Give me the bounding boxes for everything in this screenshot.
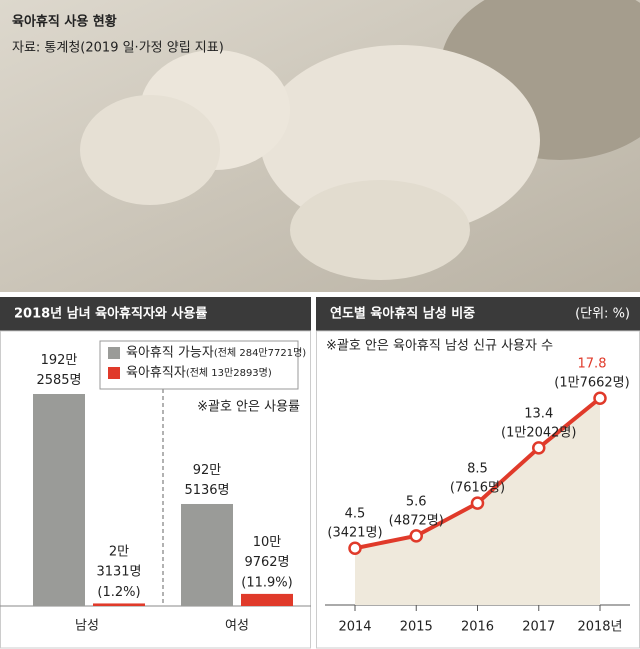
chart-title: 2018년 남녀 육아휴직자와 사용률 (14, 306, 207, 322)
legend-label: 육아휴직자(전체 13만2893명) (126, 366, 272, 381)
point (409, 529, 423, 543)
value-label: 8.5 (467, 462, 488, 477)
source: 자료: 통계청(2019 일·가정 양립 지표) (12, 41, 224, 56)
count-label: (3421명) (327, 526, 382, 541)
count-label: (1만7662명) (554, 376, 629, 391)
value-label: 13.4 (524, 406, 553, 421)
legend-swatch (108, 367, 120, 379)
rate-label: (1.2%) (97, 585, 140, 600)
panel-header (0, 297, 311, 331)
x-tick-label: 2014 (338, 620, 371, 635)
x-tick-label: 2017 (522, 620, 555, 635)
unit: (단위: %) (575, 307, 630, 322)
count-label: (4872명) (389, 513, 444, 528)
bar (181, 503, 233, 606)
legend-total: (전체 13만2893명) (186, 367, 272, 379)
legend-label: 육아휴직 가능자(전체 284만7721명) (126, 346, 306, 361)
bar (241, 593, 293, 606)
value-label: 10만 9762명 (244, 534, 289, 569)
legend-total: (전체 284만7721명) (214, 347, 306, 359)
chart-title: 연도별 육아휴직 남성 비중 (330, 306, 475, 322)
count-label: (7616명) (450, 481, 505, 496)
point (593, 391, 607, 405)
panel-border (0, 330, 311, 649)
point (470, 496, 485, 510)
value-label: 192만 2585명 (36, 353, 81, 388)
title: 육아휴직 사용 현황 (12, 14, 117, 30)
x-tick-label: 2015 (400, 620, 433, 635)
legend (99, 340, 299, 390)
value-label: 2만 3131명 (96, 544, 141, 579)
value-label: 92만 5136명 (184, 462, 229, 497)
x-tick-label: 여성 (225, 619, 249, 634)
bar (93, 603, 145, 606)
count-label: (1만2042명) (501, 425, 576, 440)
point (348, 541, 362, 555)
legend-swatch (108, 347, 120, 359)
x-tick-label: 2016 (461, 620, 494, 635)
x-tick-label: 남성 (75, 619, 99, 634)
value-label: 17.8 (578, 357, 607, 372)
photo (0, 0, 640, 292)
panel-header (316, 297, 640, 331)
value-label: 4.5 (345, 507, 366, 522)
value-label: 5.6 (406, 494, 427, 509)
point (532, 441, 546, 455)
bar (33, 394, 85, 606)
note: ※괄호 안은 육아휴직 남성 신규 사용자 수 (326, 339, 553, 354)
rate-label: (11.9%) (241, 575, 292, 590)
x-tick-label: 2018년 (577, 620, 622, 635)
note: ※괄호 안은 사용률 (197, 400, 300, 415)
